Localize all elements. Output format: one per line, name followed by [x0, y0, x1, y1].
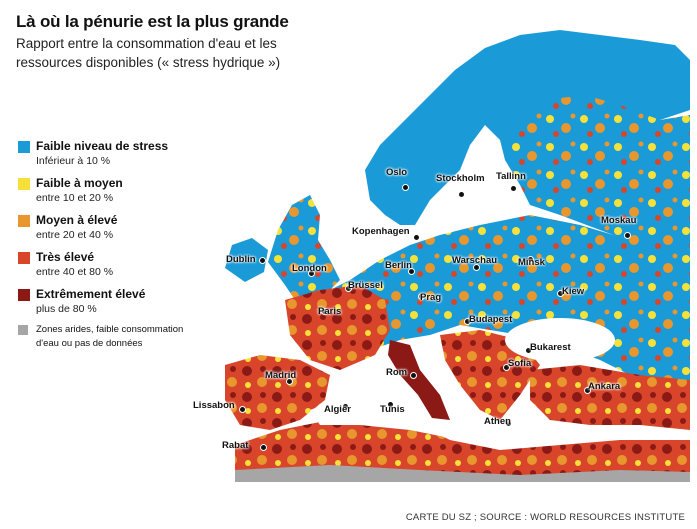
city-dot-kopenhagen	[413, 234, 420, 241]
city-label-paris: Paris	[318, 306, 342, 317]
legend-swatch-low	[18, 141, 30, 153]
city-label-athen: Athen	[484, 416, 511, 427]
city-dot-kiew	[557, 290, 564, 297]
city-dot-moskau	[624, 232, 631, 239]
legend-item-arid: Zones arides, faible consommation d'eau …	[18, 323, 218, 351]
legend-sub: entre 20 et 40 %	[36, 229, 114, 241]
city-label-tallinn: Tallinn	[496, 171, 526, 182]
legend: Faible niveau de stress Inférieur à 10 %…	[18, 138, 218, 357]
city-dot-warschau	[473, 264, 480, 271]
map-title: Là où la pénurie est la plus grande	[16, 12, 289, 31]
legend-item-medium-high: Moyen à élevé entre 20 et 40 %	[18, 212, 218, 243]
city-label-budapest: Budapest	[469, 314, 513, 325]
city-dot-algier	[342, 403, 349, 410]
city-dot-stockholm	[458, 191, 465, 198]
legend-swatch-extreme	[18, 289, 30, 301]
city-dot-ankara	[584, 387, 591, 394]
city-label-berlin: Berlin	[385, 260, 412, 271]
black-sea	[505, 318, 615, 362]
city-dot-oslo	[402, 184, 409, 191]
legend-item-high: Très élevé entre 40 et 80 %	[18, 249, 218, 280]
legend-label: Faible à moyen	[36, 176, 123, 190]
legend-label: Faible niveau de stress	[36, 139, 169, 153]
map-subtitle-line1: Rapport entre la consommation d'eau et l…	[16, 36, 277, 51]
legend-sub: entre 40 et 80 %	[36, 266, 114, 278]
legend-sub: entre 10 et 20 %	[36, 192, 114, 204]
city-dot-rom	[410, 372, 417, 379]
mediterranean-sea	[310, 385, 500, 440]
region-britain	[268, 195, 340, 300]
city-label-rabat: Rabat	[222, 440, 249, 451]
city-dot-sofia	[503, 364, 510, 371]
legend-swatch-medium-high	[18, 215, 30, 227]
city-dot-madrid	[286, 378, 293, 385]
city-dot-tallinn	[510, 185, 517, 192]
city-label-prag: Prag	[420, 292, 442, 303]
city-label-dublin: Dublin	[226, 254, 256, 265]
city-dot-athen	[505, 420, 512, 427]
city-dot-paris	[321, 308, 328, 315]
city-dot-berlin	[408, 268, 415, 275]
city-label-oslo: Oslo	[386, 167, 408, 178]
city-dot-london	[308, 270, 315, 277]
city-label-tunis: Tunis	[380, 404, 405, 415]
city-dot-tunis	[387, 401, 394, 408]
city-label-rom: Rom	[386, 367, 408, 378]
legend-sub: Inférieur à 10 %	[36, 155, 111, 167]
city-label-algier: Algier	[324, 404, 351, 415]
region-ireland	[225, 238, 268, 282]
legend-label: Très élevé	[36, 250, 95, 264]
legend-swatch-arid	[18, 325, 28, 335]
city-label-lissabon: Lissabon	[193, 400, 235, 411]
legend-sub: plus de 80 %	[36, 303, 97, 315]
title-block: Là où la pénurie est la plus grande Rapp…	[16, 12, 336, 72]
city-dot-bukarest	[525, 347, 532, 354]
region-france	[285, 285, 390, 370]
legend-label: Zones arides, faible consommation d'eau …	[36, 324, 184, 349]
legend-item-extreme: Extrêmement élevé plus de 80 %	[18, 286, 218, 317]
city-label-kopenhagen: Kopenhagen	[352, 226, 410, 237]
city-label-madrid: Madrid	[265, 370, 297, 381]
legend-swatch-low-medium	[18, 178, 30, 190]
map-subtitle-line2: ressources disponibles (« stress hydriqu…	[16, 55, 281, 70]
city-label-bruessel: Brüssel	[348, 280, 383, 291]
city-dot-dublin	[259, 257, 266, 264]
city-label-minsk: Minsk	[518, 257, 545, 268]
city-label-warschau: Warschau	[452, 255, 498, 266]
legend-item-low: Faible niveau de stress Inférieur à 10 %	[18, 138, 218, 169]
city-label-kiew: Kiew	[562, 286, 585, 297]
region-iberia	[225, 355, 330, 430]
region-arid	[235, 465, 690, 482]
city-label-ankara: Ankara	[588, 381, 621, 392]
legend-item-low-medium: Faible à moyen entre 10 et 20 %	[18, 175, 218, 206]
region-north-east	[505, 95, 690, 250]
legend-label: Extrêmement élevé	[36, 287, 146, 301]
city-dot-bruessel	[345, 285, 352, 292]
city-dot-rabat	[260, 444, 267, 451]
legend-label: Moyen à élevé	[36, 213, 118, 227]
source-credit: CARTE DU SZ ; SOURCE : WORLD RESOURCES I…	[405, 512, 685, 523]
region-turkey	[530, 365, 690, 430]
city-label-london: London	[292, 263, 327, 274]
city-dot-prag	[418, 293, 425, 300]
region-north-africa	[235, 415, 690, 480]
legend-swatch-high	[18, 252, 30, 264]
city-label-bukarest: Bukarest	[530, 342, 571, 353]
city-label-sofia: Sofia	[508, 358, 532, 369]
city-dot-lissabon	[239, 406, 246, 413]
city-label-moskau: Moskau	[601, 215, 637, 226]
region-italy	[388, 340, 450, 420]
city-dot-budapest	[464, 318, 471, 325]
city-dot-minsk	[527, 256, 534, 263]
city-label-stockholm: Stockholm	[436, 173, 485, 184]
